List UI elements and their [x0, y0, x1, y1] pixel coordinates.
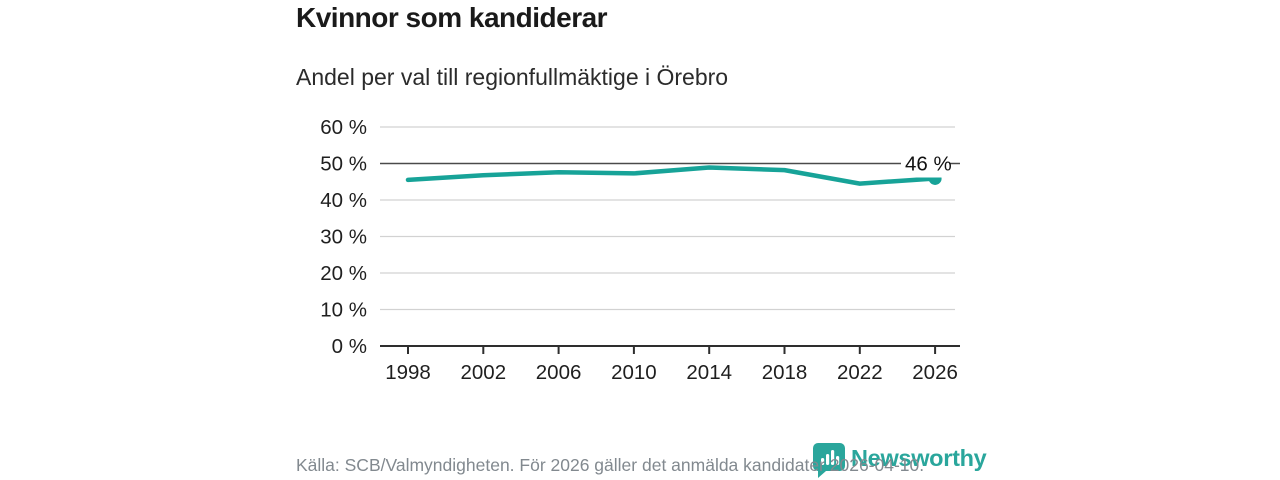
y-tick-label: 50 % [320, 153, 367, 176]
y-tick-label: 60 % [320, 116, 367, 139]
y-tick-label: 0 % [332, 335, 367, 358]
chart-title: Kvinnor som kandiderar [296, 2, 608, 33]
x-tick-label: 2018 [762, 361, 808, 384]
newsworthy-logo-icon [813, 443, 845, 478]
y-tick-label: 20 % [320, 262, 367, 285]
chart-subtitle: Andel per val till regionfullmäktige i Ö… [296, 64, 729, 90]
x-tick-label: 2010 [611, 361, 657, 384]
x-tick-label: 2022 [837, 361, 883, 384]
x-tick-label: 2026 [912, 361, 958, 384]
y-tick-label: 10 % [320, 299, 367, 322]
source-text: Källa: SCB/Valmyndigheten. För 2026 gäll… [296, 455, 925, 475]
end-label-bg [901, 149, 949, 178]
newsworthy-logo[interactable]: Newsworthy [813, 441, 987, 478]
x-tick-label: 1998 [385, 361, 431, 384]
end-value-label: 46 % [905, 153, 952, 176]
y-tick-label: 30 % [320, 226, 367, 249]
y-tick-label: 40 % [320, 189, 367, 212]
newsworthy-logo-text: Newsworthy [851, 445, 987, 471]
x-tick-label: 2006 [536, 361, 582, 384]
trend-line [405, 165, 938, 186]
line-chart: 0 % 10 % 20 % 30 % 40 % 50 % 60 % 1998 2002 2006 2… [320, 116, 960, 384]
x-tick-label: 2014 [686, 361, 732, 384]
x-tick-label: 2002 [460, 361, 506, 384]
